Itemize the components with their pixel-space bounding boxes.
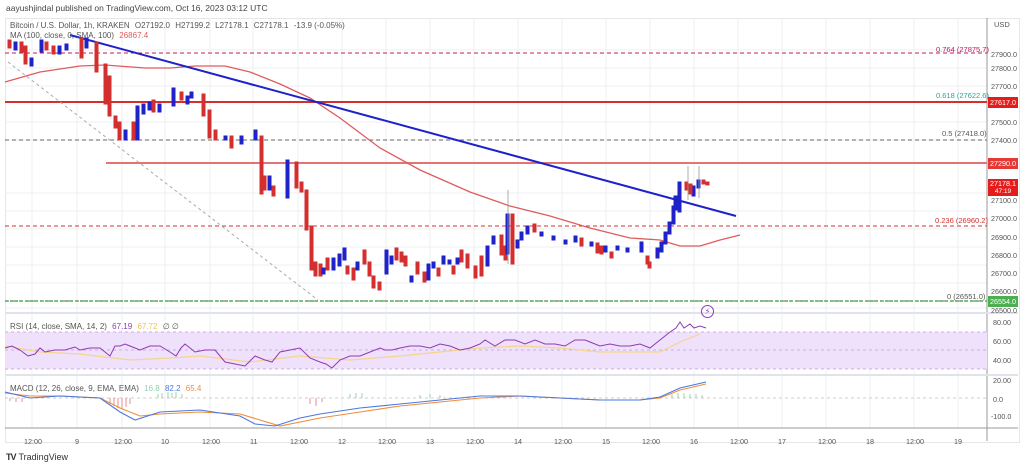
- horizontal-gridlines: [5, 49, 987, 309]
- change-value: -13.9 (-0.05%): [293, 21, 345, 30]
- time-tick: 9: [75, 437, 79, 446]
- macd-legend[interactable]: MACD (12, 26, close, 9, EMA, EMA) 16.8 8…: [10, 384, 204, 393]
- time-tick: 12: [338, 437, 346, 446]
- price-tick: 27800.0: [991, 64, 1017, 73]
- macd-hist-negative: [9, 398, 323, 409]
- price-tick: 26700.0: [991, 269, 1017, 278]
- price-tick: 26900.0: [991, 233, 1017, 242]
- time-tick: 12:00: [818, 437, 836, 446]
- price-tick: 26600.0: [991, 287, 1017, 296]
- tradingview-logo-icon: TV: [6, 452, 16, 462]
- time-tick: 12:00: [554, 437, 572, 446]
- time-tick: 10: [161, 437, 169, 446]
- time-tick: 16: [690, 437, 698, 446]
- rsi-line: [4, 321, 707, 369]
- rsi-ma-value: 67.72: [137, 322, 158, 331]
- fib-levels: [5, 52, 987, 302]
- symbol-label: Bitcoin / U.S. Dollar, 1h, KRAKEN: [10, 21, 130, 30]
- ma-legend[interactable]: MA (100, close, 0, SMA, 100) 26867.4: [10, 31, 151, 40]
- price-tag-27290: 27290.0: [988, 158, 1018, 169]
- bar-countdown: 47:19: [988, 188, 1018, 196]
- ohlc-close: C27178.1: [253, 21, 289, 30]
- time-tick: 12:00: [378, 437, 396, 446]
- rsi-extra: ∅ ∅: [162, 322, 179, 331]
- time-tick: 15: [602, 437, 610, 446]
- rsi-legend[interactable]: RSI (14, close, SMA, 14, 2) 67.19 67.72 …: [10, 322, 182, 331]
- macd-hist-value: 16.8: [144, 384, 160, 393]
- published-by-text: aayushjindal published on TradingView.co…: [6, 3, 268, 13]
- price-tick: 26500.0: [991, 306, 1017, 315]
- time-tick: 12:00: [906, 437, 924, 446]
- ohlc-low: L27178.1: [215, 21, 249, 30]
- time-tick: 12:00: [114, 437, 132, 446]
- chart-frame: [5, 18, 1020, 443]
- macd-label: MACD (12, 26, close, 9, EMA, EMA): [10, 384, 139, 393]
- price-tick: 27100.0: [991, 196, 1017, 205]
- time-tick: 12:00: [290, 437, 308, 446]
- candles: [7, 37, 710, 291]
- rsi-tick: 60.00: [993, 337, 1011, 346]
- rsi-label: RSI (14, close, SMA, 14, 2): [10, 322, 107, 331]
- time-tick: 12:00: [24, 437, 42, 446]
- macd-line: [4, 381, 707, 427]
- fib-anchor-diagonal: [7, 61, 319, 301]
- fib-label-0764: 0.764 (27875.7): [936, 45, 989, 54]
- ohlc-open: O27192.0: [134, 21, 170, 30]
- descending-trendline: [69, 34, 737, 217]
- macd-tick: 0.0: [993, 395, 1003, 404]
- price-tick: 27500.0: [991, 118, 1017, 127]
- ma-value: 26867.4: [119, 31, 149, 40]
- main-legend: Bitcoin / U.S. Dollar, 1h, KRAKEN O27192…: [10, 21, 348, 30]
- time-tick: 14: [514, 437, 522, 446]
- time-tick: 13: [426, 437, 434, 446]
- macd-hist-positive: [157, 392, 703, 398]
- price-tick: 27700.0: [991, 82, 1017, 91]
- rsi-tick: 40.00: [993, 356, 1011, 365]
- fib-label-05: 0.5 (27418.0): [942, 129, 987, 138]
- time-tick: 12:00: [466, 437, 484, 446]
- macd-signal-value: 65.4: [185, 384, 202, 393]
- rsi-tick: 20.00: [993, 376, 1011, 385]
- price-tick: 26800.0: [991, 251, 1017, 260]
- time-tick: 17: [778, 437, 786, 446]
- fib-label-0618: 0.618 (27622.6): [936, 91, 989, 100]
- time-tick: 12:00: [642, 437, 660, 446]
- time-tick: 18: [866, 437, 874, 446]
- ohlc-high: H27199.2: [175, 21, 210, 30]
- macd-value: 82.2: [164, 384, 181, 393]
- rsi-tick: 80.00: [993, 318, 1011, 327]
- time-tick: 11: [250, 437, 258, 446]
- tradingview-logo[interactable]: TV TradingView: [6, 452, 68, 462]
- time-tick: 12:00: [730, 437, 748, 446]
- ma-label: MA (100, close, 0, SMA, 100): [10, 31, 115, 40]
- macd-tick: -100.0: [991, 412, 1012, 421]
- price-tag-27617: 27617.0: [988, 97, 1018, 108]
- currency-label: USD: [994, 20, 1010, 29]
- price-tick: 27000.0: [991, 214, 1017, 223]
- fib-label-0236: 0.236 (26960.2): [935, 216, 988, 225]
- tradingview-brand-text: TradingView: [18, 452, 69, 462]
- rsi-ma-line: [4, 333, 701, 363]
- time-tick: 12:00: [202, 437, 220, 446]
- last-price-tag: 27178.1: [988, 179, 1018, 188]
- price-tag-26554: 26554.0: [988, 296, 1018, 307]
- price-tick: 27400.0: [991, 136, 1017, 145]
- lightning-event-icon[interactable]: ⚡: [701, 305, 714, 318]
- ma100-line: [4, 64, 741, 247]
- price-tick: 27900.0: [991, 50, 1017, 59]
- fib-label-0: 0 (26551.0): [947, 292, 986, 301]
- rsi-value: 67.19: [112, 322, 133, 331]
- time-tick: 19: [954, 437, 962, 446]
